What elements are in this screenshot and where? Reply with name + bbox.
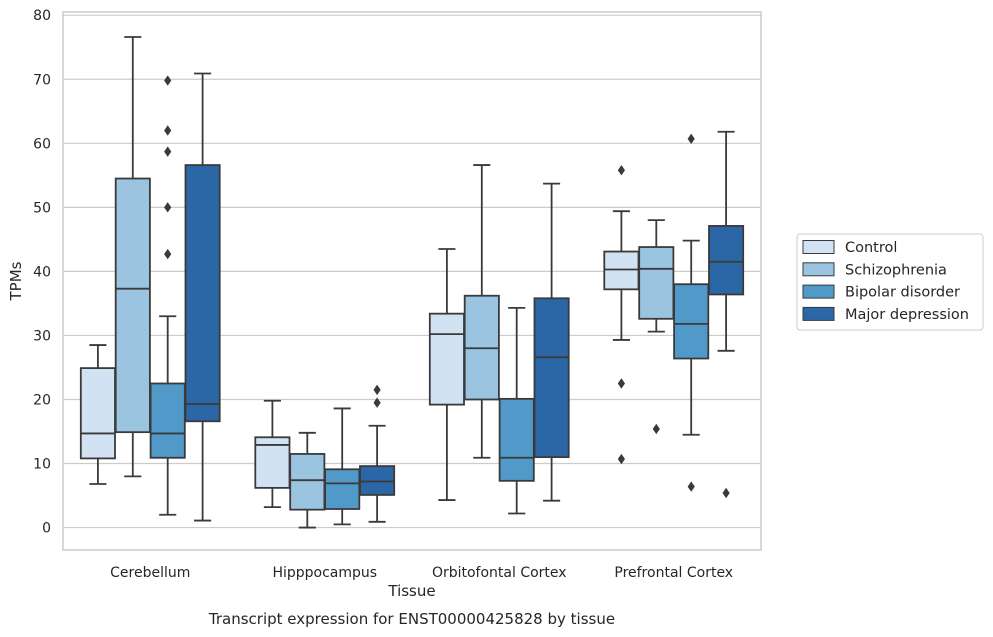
outlier-point (164, 202, 172, 213)
outlier-point (687, 133, 695, 145)
box-major-depression (359, 384, 396, 523)
legend-label: Major depression (845, 307, 969, 323)
legend-frame (796, 233, 984, 331)
box-schizophrenia (463, 164, 500, 459)
y-tick-label: 20 (33, 392, 51, 408)
box-schizophrenia (638, 219, 675, 435)
box-bipolar-disorder (498, 306, 535, 515)
box-body (708, 225, 745, 296)
x-axis-label: Tissue (387, 582, 435, 600)
box-bipolar-disorder (149, 75, 186, 516)
box-body (79, 367, 116, 460)
outlier-point (373, 384, 381, 396)
y-tick-label: 50 (33, 200, 51, 216)
x-tick-label: Orbitofontal Cortex (432, 565, 567, 581)
box-body (359, 465, 396, 496)
box-bipolar-disorder (673, 133, 710, 492)
legend-swatch (802, 306, 835, 321)
y-tick-labels: 0 10 20 30 40 50 60 70 80 (33, 8, 51, 536)
y-tick-label: 60 (33, 136, 51, 152)
box-body (324, 468, 361, 510)
y-tick-label: 0 (42, 521, 51, 537)
legend: Control Schizophrenia Bipolar disorder Majo… (796, 233, 984, 331)
box-groups (79, 36, 745, 529)
legend-swatch (802, 262, 835, 277)
box-body (149, 382, 186, 459)
plot-frame (62, 11, 762, 551)
box-schizophrenia (114, 36, 151, 478)
outlier-point (652, 423, 660, 435)
box-group-hipppocampus (254, 384, 396, 529)
y-tick-label: 10 (33, 457, 51, 473)
box-group-orbitofontal-cortex (428, 164, 570, 515)
y-axis-label: TPMs (7, 261, 25, 301)
outlier-point (687, 481, 695, 492)
box-control (79, 344, 116, 485)
y-tick-label: 80 (33, 8, 51, 24)
outlier-point (617, 453, 625, 465)
outlier-point (617, 378, 625, 389)
chart-caption: Transcript expression for ENST0000042582… (208, 610, 615, 628)
box-body (603, 250, 640, 291)
legend-label: Schizophrenia (845, 262, 947, 278)
outlier-point (373, 397, 381, 408)
box-body (289, 453, 326, 511)
outlier-point (617, 164, 625, 176)
box-body (638, 246, 675, 320)
outlier-point (164, 125, 172, 136)
outlier-point (722, 487, 730, 499)
box-body (533, 297, 570, 459)
y-tick-label: 40 (33, 264, 51, 280)
box-body (428, 312, 465, 406)
legend-swatch (802, 284, 835, 299)
legend-swatch (802, 240, 835, 254)
outlier-point (164, 146, 172, 157)
legend-label: Bipolar disorder (845, 285, 960, 301)
box-major-depression (533, 182, 570, 502)
box-group-cerebellum (79, 36, 221, 522)
outlier-point (164, 248, 172, 260)
outlier-point (164, 75, 172, 86)
box-body (114, 177, 151, 434)
box-group-prefrontal-cortex (603, 130, 745, 499)
x-tick-label: Hipppocampus (272, 565, 377, 581)
box-major-depression (708, 130, 745, 499)
legend-label: Control (845, 240, 897, 256)
x-tick-label: Cerebellum (110, 565, 190, 581)
box-body (498, 397, 535, 482)
x-tick-label: Prefrontal Cortex (614, 565, 733, 581)
box-control (428, 248, 465, 501)
y-tick-label: 30 (33, 328, 51, 344)
box-major-depression (184, 72, 221, 522)
x-tick-labels: Cerebellum Hipppocampus Orbitofontal Corte… (110, 565, 733, 581)
box-body (184, 164, 221, 423)
y-tick-label: 70 (33, 72, 51, 88)
box-body (673, 283, 710, 360)
box-schizophrenia (289, 431, 326, 529)
